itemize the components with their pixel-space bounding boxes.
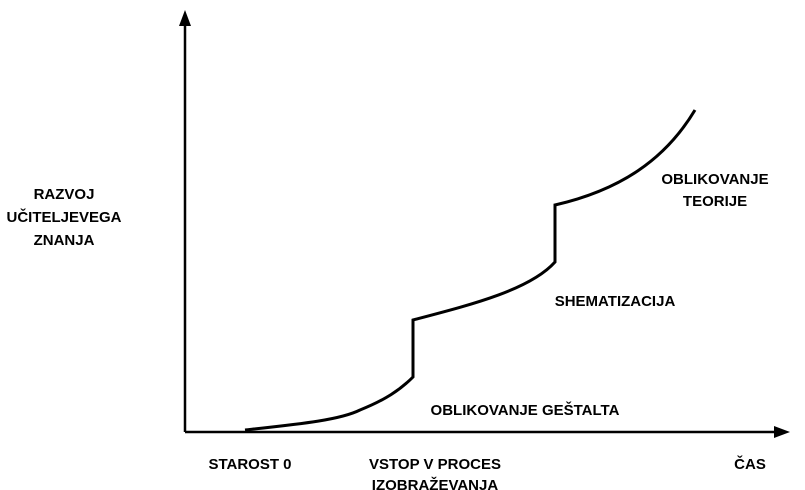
- phase-label: SHEMATIZACIJA: [555, 293, 676, 310]
- y-axis-label: RAZVOJ: [34, 186, 95, 203]
- phase-label: TEORIJE: [683, 193, 747, 210]
- x-arrow: [774, 426, 790, 438]
- x-label: ČAS: [734, 455, 766, 473]
- x-label: VSTOP V PROCES: [369, 456, 501, 473]
- y-axis-label: ZNANJA: [34, 232, 95, 249]
- phase-label: OBLIKOVANJE GEŠTALTA: [431, 401, 620, 419]
- knowledge-curve: [244, 109, 697, 432]
- axes: [183, 22, 778, 434]
- y-axis-label: UČITELJEVEGA: [6, 208, 121, 226]
- y-arrow: [179, 10, 191, 26]
- phase-label: OBLIKOVANJE: [661, 171, 768, 188]
- x-label: IZOBRAŽEVANJA: [372, 476, 499, 490]
- x-label: STAROST 0: [208, 456, 291, 473]
